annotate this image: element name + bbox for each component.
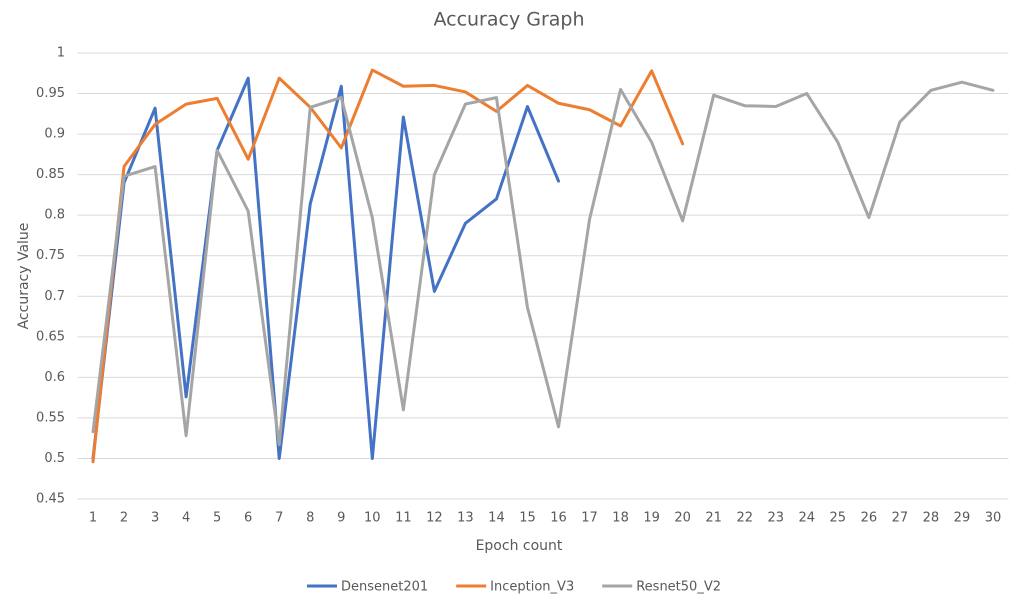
legend-label: Densenet201	[341, 580, 428, 595]
x-tick-label: 18	[612, 511, 629, 526]
x-tick-label: 5	[213, 511, 221, 526]
x-tick-label: 12	[426, 511, 443, 526]
x-tick-label: 16	[550, 511, 567, 526]
x-tick-label: 19	[643, 511, 660, 526]
x-tick-label: 1	[89, 511, 97, 526]
y-tick-label: 0.6	[44, 370, 65, 385]
x-tick-label: 2	[120, 511, 128, 526]
y-tick-label: 0.85	[36, 167, 65, 182]
x-tick-label: 17	[581, 511, 598, 526]
x-tick-label: 27	[892, 511, 909, 526]
y-tick-label: 0.8	[44, 208, 65, 223]
series-line	[91, 76, 561, 460]
y-tick-label: 0.9	[44, 127, 65, 142]
x-tick-label: 21	[705, 511, 722, 526]
x-tick-label: 28	[923, 511, 940, 526]
x-tick-label: 8	[306, 511, 314, 526]
x-tick-label: 14	[488, 511, 505, 526]
series-line	[91, 80, 995, 447]
legend-label: Inception_V3	[490, 580, 574, 595]
x-tick-label: 10	[364, 511, 381, 526]
x-tick-label: 25	[830, 511, 847, 526]
y-tick-label: 0.95	[36, 86, 65, 101]
x-tick-label: 24	[799, 511, 816, 526]
y-tick-label: 0.55	[36, 410, 65, 425]
x-tick-label: 23	[767, 511, 784, 526]
y-tick-label: 0.75	[36, 248, 65, 263]
x-axis-title: Epoch count	[476, 538, 563, 554]
x-tick-label: 4	[182, 511, 190, 526]
y-axis-title: Accuracy Value	[16, 223, 32, 330]
x-tick-label: 15	[519, 511, 536, 526]
x-tick-label: 30	[985, 511, 1002, 526]
y-tick-label: 0.5	[44, 451, 65, 466]
y-tick-label: 0.65	[36, 329, 65, 344]
x-tick-label: 11	[395, 511, 412, 526]
chart-title: Accuracy Graph	[433, 9, 584, 31]
x-tick-label: 3	[151, 511, 159, 526]
legend-label: Resnet50_V2	[636, 580, 721, 595]
x-tick-label: 9	[337, 511, 345, 526]
x-tick-label: 29	[954, 511, 971, 526]
y-tick-label: 0.7	[44, 289, 65, 304]
x-tick-label: 13	[457, 511, 474, 526]
x-tick-label: 6	[244, 511, 252, 526]
x-tick-label: 20	[674, 511, 691, 526]
x-tick-label: 7	[275, 511, 283, 526]
y-tick-label: 0.45	[36, 492, 65, 507]
x-tick-label: 26	[861, 511, 878, 526]
x-tick-label: 22	[736, 511, 753, 526]
y-tick-label: 1	[57, 46, 65, 61]
series-line	[91, 68, 685, 464]
